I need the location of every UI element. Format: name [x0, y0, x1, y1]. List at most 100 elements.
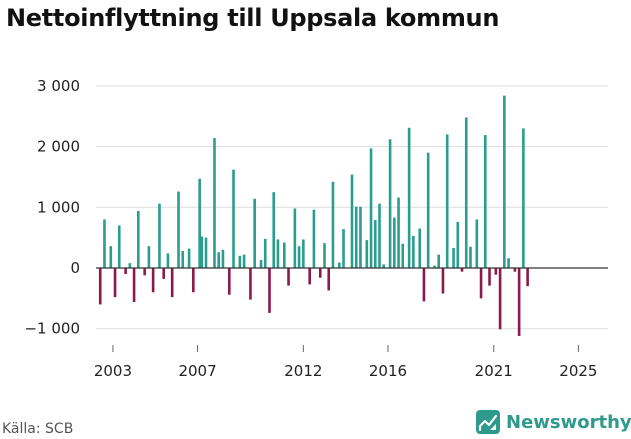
bar	[151, 268, 155, 293]
bar	[128, 263, 132, 268]
bar	[204, 237, 208, 268]
bar	[418, 228, 422, 268]
bar	[287, 268, 290, 286]
bar	[259, 260, 263, 268]
bar	[338, 262, 341, 268]
bar	[507, 258, 510, 268]
bar	[498, 268, 502, 330]
bar	[192, 268, 195, 293]
bar	[276, 239, 280, 268]
bar	[397, 197, 400, 268]
source-label: Källa: SCB	[2, 421, 74, 437]
bar	[388, 139, 392, 268]
x-tick-label: 2021	[475, 362, 513, 380]
bar	[217, 252, 221, 268]
bar	[460, 268, 464, 272]
x-tick-label: 2007	[178, 362, 216, 380]
bar	[382, 264, 386, 268]
x-tick-label: 2025	[559, 362, 597, 380]
bar	[483, 135, 487, 268]
bar	[302, 239, 305, 268]
bar	[137, 210, 140, 268]
bar	[445, 134, 449, 268]
bar	[452, 247, 455, 268]
bar	[526, 268, 529, 287]
bar	[227, 268, 231, 295]
bar	[221, 249, 225, 268]
bar	[308, 268, 311, 285]
bar	[407, 127, 411, 269]
x-tick-label: 2012	[284, 362, 322, 380]
bar	[327, 268, 331, 291]
bar	[213, 138, 216, 268]
bar	[469, 246, 472, 268]
y-tick-label: −1 000	[24, 320, 80, 338]
brand-name: Newsworthy	[506, 411, 631, 433]
bar	[318, 268, 322, 278]
y-tick-label: 1 000	[37, 198, 80, 216]
bar	[323, 243, 326, 268]
y-tick-label: 2 000	[37, 138, 80, 156]
bar	[253, 198, 256, 268]
bar	[513, 268, 517, 272]
bar	[293, 208, 297, 268]
bar	[143, 268, 146, 276]
bar	[181, 251, 185, 268]
bar	[369, 148, 373, 268]
bar	[124, 268, 127, 275]
bar	[98, 268, 102, 305]
bar	[282, 242, 286, 268]
bar	[373, 220, 377, 268]
bar	[187, 248, 191, 268]
bar	[238, 255, 242, 268]
y-tick-label: 0	[70, 259, 80, 277]
bar	[522, 128, 525, 268]
bar	[437, 254, 441, 268]
bar	[503, 95, 506, 268]
bar	[132, 268, 136, 302]
bar	[113, 268, 117, 298]
bar	[177, 191, 180, 268]
bar	[109, 246, 113, 268]
bar	[456, 221, 460, 268]
bar	[249, 268, 252, 300]
bar	[401, 243, 405, 268]
y-tick-label: 3 000	[37, 77, 80, 95]
bar	[479, 268, 483, 299]
bar	[342, 229, 345, 268]
bar	[147, 246, 151, 268]
bar	[441, 268, 445, 294]
bar	[272, 192, 276, 268]
bar	[354, 206, 358, 268]
bar	[365, 240, 369, 268]
chart-logo-icon	[476, 410, 500, 434]
bar	[103, 219, 106, 268]
bar	[464, 117, 468, 269]
bar	[263, 238, 267, 268]
bar	[198, 178, 201, 268]
bar	[393, 217, 396, 268]
bar	[494, 268, 498, 275]
brand-logo: Newsworthy	[476, 410, 631, 434]
bar	[242, 254, 246, 268]
bar	[200, 236, 204, 268]
bar	[232, 169, 235, 268]
bar	[297, 246, 301, 268]
bar	[488, 268, 491, 286]
bar	[475, 219, 479, 268]
bar	[268, 268, 271, 313]
x-tick-label: 2016	[369, 362, 407, 380]
bar	[359, 206, 362, 268]
bar	[117, 225, 121, 268]
bar	[412, 235, 415, 268]
bar	[166, 253, 170, 268]
x-tick-label: 2003	[94, 362, 132, 380]
bar	[350, 174, 354, 268]
bar	[170, 268, 174, 298]
bar	[517, 268, 521, 336]
chart-title: Nettoinflyttning till Uppsala kommun	[6, 4, 500, 32]
bar	[162, 268, 166, 279]
bar	[158, 203, 161, 268]
bar	[426, 152, 430, 268]
